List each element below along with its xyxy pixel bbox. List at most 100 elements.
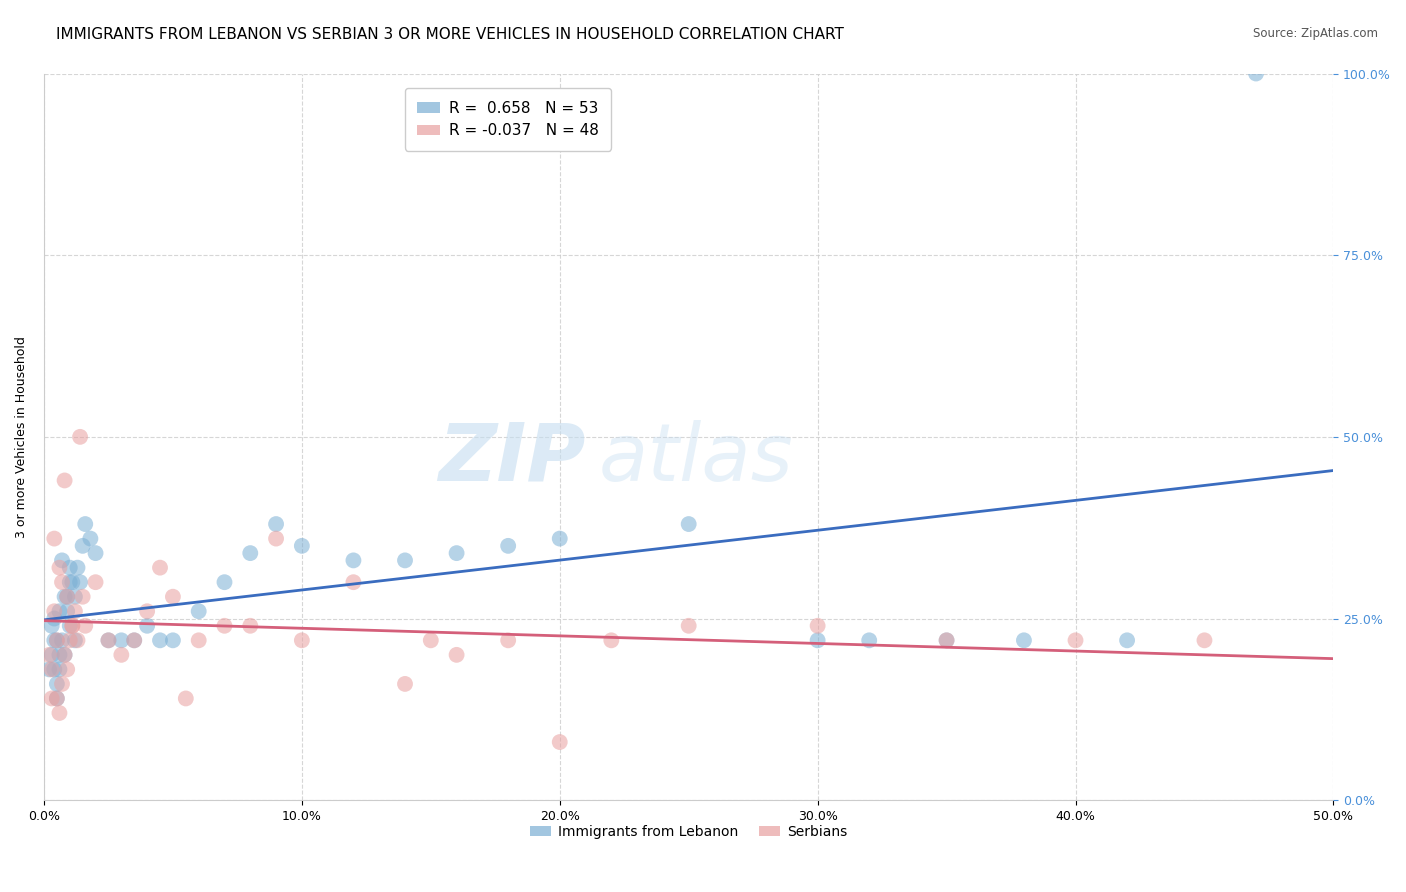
Point	[239, 546, 262, 560]
Point	[110, 648, 132, 662]
Point	[45, 691, 67, 706]
Point	[59, 560, 82, 574]
Point	[149, 560, 172, 574]
Point	[162, 590, 184, 604]
Point	[935, 633, 957, 648]
Point	[41, 619, 63, 633]
Point	[59, 619, 82, 633]
Point	[97, 633, 120, 648]
Point	[48, 648, 70, 662]
Point	[807, 633, 830, 648]
Point	[60, 619, 83, 633]
Point	[446, 546, 468, 560]
Point	[51, 677, 73, 691]
Point	[60, 619, 83, 633]
Point	[41, 648, 63, 662]
Point	[44, 611, 66, 625]
Point	[75, 517, 97, 532]
Point	[496, 633, 519, 648]
Point	[72, 539, 94, 553]
Point	[69, 575, 91, 590]
Point	[291, 539, 314, 553]
Point	[45, 633, 67, 648]
Point	[48, 604, 70, 618]
Point	[66, 633, 89, 648]
Point	[75, 619, 97, 633]
Point	[53, 590, 76, 604]
Point	[53, 474, 76, 488]
Point	[44, 604, 66, 618]
Point	[419, 633, 441, 648]
Point	[136, 619, 159, 633]
Point	[51, 633, 73, 648]
Point	[291, 633, 314, 648]
Point	[48, 560, 70, 574]
Point	[394, 553, 416, 567]
Point	[48, 706, 70, 720]
Point	[51, 575, 73, 590]
Point	[1244, 66, 1267, 80]
Point	[56, 590, 79, 604]
Point	[214, 575, 236, 590]
Point	[45, 691, 67, 706]
Point	[935, 633, 957, 648]
Point	[66, 560, 89, 574]
Text: atlas: atlas	[599, 419, 793, 498]
Text: Source: ZipAtlas.com: Source: ZipAtlas.com	[1253, 27, 1378, 40]
Point	[239, 619, 262, 633]
Point	[1064, 633, 1087, 648]
Point	[56, 590, 79, 604]
Point	[1012, 633, 1035, 648]
Point	[122, 633, 145, 648]
Point	[807, 619, 830, 633]
Point	[600, 633, 623, 648]
Point	[41, 691, 63, 706]
Point	[162, 633, 184, 648]
Text: IMMIGRANTS FROM LEBANON VS SERBIAN 3 OR MORE VEHICLES IN HOUSEHOLD CORRELATION C: IMMIGRANTS FROM LEBANON VS SERBIAN 3 OR …	[56, 27, 844, 42]
Point	[342, 575, 364, 590]
Point	[496, 539, 519, 553]
Point	[858, 633, 880, 648]
Point	[678, 619, 700, 633]
Point	[59, 633, 82, 648]
Point	[342, 553, 364, 567]
Point	[45, 677, 67, 691]
Point	[187, 604, 209, 618]
Point	[44, 633, 66, 648]
Point	[136, 604, 159, 618]
Point	[264, 517, 287, 532]
Point	[69, 430, 91, 444]
Point	[214, 619, 236, 633]
Point	[122, 633, 145, 648]
Point	[53, 648, 76, 662]
Point	[394, 677, 416, 691]
Point	[51, 553, 73, 567]
Point	[63, 604, 86, 618]
Point	[84, 575, 107, 590]
Point	[1116, 633, 1139, 648]
Point	[174, 691, 197, 706]
Point	[79, 532, 101, 546]
Legend: Immigrants from Lebanon, Serbians: Immigrants from Lebanon, Serbians	[524, 819, 852, 844]
Point	[63, 590, 86, 604]
Text: ZIP: ZIP	[439, 419, 585, 498]
Point	[548, 532, 571, 546]
Point	[187, 633, 209, 648]
Point	[446, 648, 468, 662]
Point	[41, 662, 63, 676]
Point	[110, 633, 132, 648]
Point	[678, 517, 700, 532]
Point	[149, 633, 172, 648]
Point	[45, 633, 67, 648]
Point	[56, 604, 79, 618]
Point	[63, 633, 86, 648]
Point	[60, 575, 83, 590]
Point	[53, 648, 76, 662]
Point	[1194, 633, 1216, 648]
Point	[44, 532, 66, 546]
Point	[97, 633, 120, 648]
Point	[264, 532, 287, 546]
Point	[84, 546, 107, 560]
Point	[38, 662, 60, 676]
Point	[38, 648, 60, 662]
